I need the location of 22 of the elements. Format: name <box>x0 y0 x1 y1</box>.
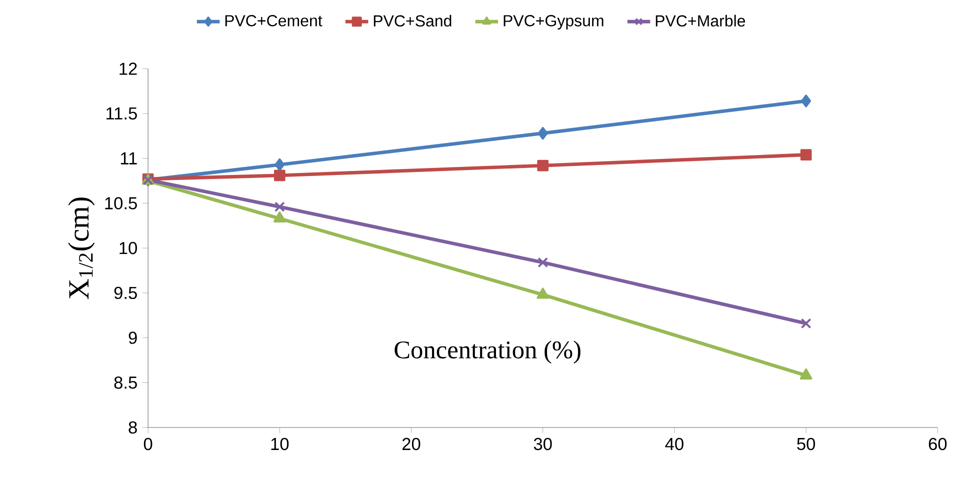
legend-label: PVC+Cement <box>225 14 322 26</box>
y-axis-title: X$_{1/2}$(cm) <box>68 197 95 299</box>
y-tick-label: 9 <box>128 331 137 344</box>
y-tick-label: 12 <box>120 62 137 75</box>
x-tick-label: 20 <box>402 438 420 450</box>
x-tick-label: 30 <box>534 438 552 450</box>
legend-label: PVC+Marble <box>656 14 746 26</box>
x-tick-label: 0 <box>144 438 152 450</box>
x-tick-label: 10 <box>271 438 289 450</box>
legend-label: PVC+Sand <box>374 14 452 26</box>
y-tick-label: 8.5 <box>114 376 137 389</box>
y-tick-label: 8 <box>128 421 137 434</box>
y-tick-label: 9.5 <box>114 286 137 299</box>
legend-label: PVC+Gypsum <box>504 14 604 30</box>
y-tick-label: 11 <box>120 152 137 164</box>
y-tick-label: 10.5 <box>105 196 137 210</box>
x-tick-label: 60 <box>928 438 947 450</box>
x-tick-label: 40 <box>665 438 684 450</box>
x-tick-label: 50 <box>797 438 816 450</box>
y-tick-label: 10 <box>120 242 137 254</box>
y-tick-label: 11.5 <box>106 107 137 120</box>
x-axis-title: Concentration (%) <box>394 340 580 364</box>
